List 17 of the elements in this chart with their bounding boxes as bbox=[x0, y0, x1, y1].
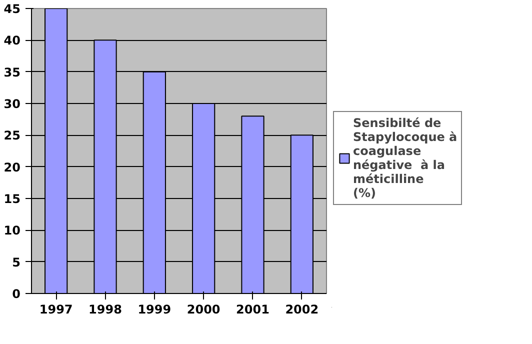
y-tick-label: 20 bbox=[4, 160, 21, 174]
legend-label: Sensibilté de Stapylocoque à coagulase négative à la méticilline (%) bbox=[353, 116, 458, 200]
x-tick-label: 2002 bbox=[285, 302, 319, 316]
y-tick-label: 25 bbox=[4, 128, 21, 143]
x-tick-label: 1997 bbox=[39, 302, 73, 316]
x-tick-label: 2001 bbox=[236, 302, 270, 316]
x-tick-label: 1999 bbox=[138, 302, 172, 316]
x-tick-label: 2000 bbox=[186, 302, 220, 316]
y-tick-label: 30 bbox=[4, 97, 21, 111]
y-tick-label: 5 bbox=[12, 255, 21, 270]
y-tick-label: 45 bbox=[4, 2, 21, 16]
x-tick-label: 1998 bbox=[88, 302, 122, 316]
y-tick-label: 10 bbox=[4, 224, 21, 238]
y-tick-label: 35 bbox=[4, 65, 21, 80]
y-tick-label: 40 bbox=[4, 34, 21, 48]
y-tick-label: 15 bbox=[4, 192, 21, 206]
y-tick-label: 0 bbox=[12, 287, 21, 301]
